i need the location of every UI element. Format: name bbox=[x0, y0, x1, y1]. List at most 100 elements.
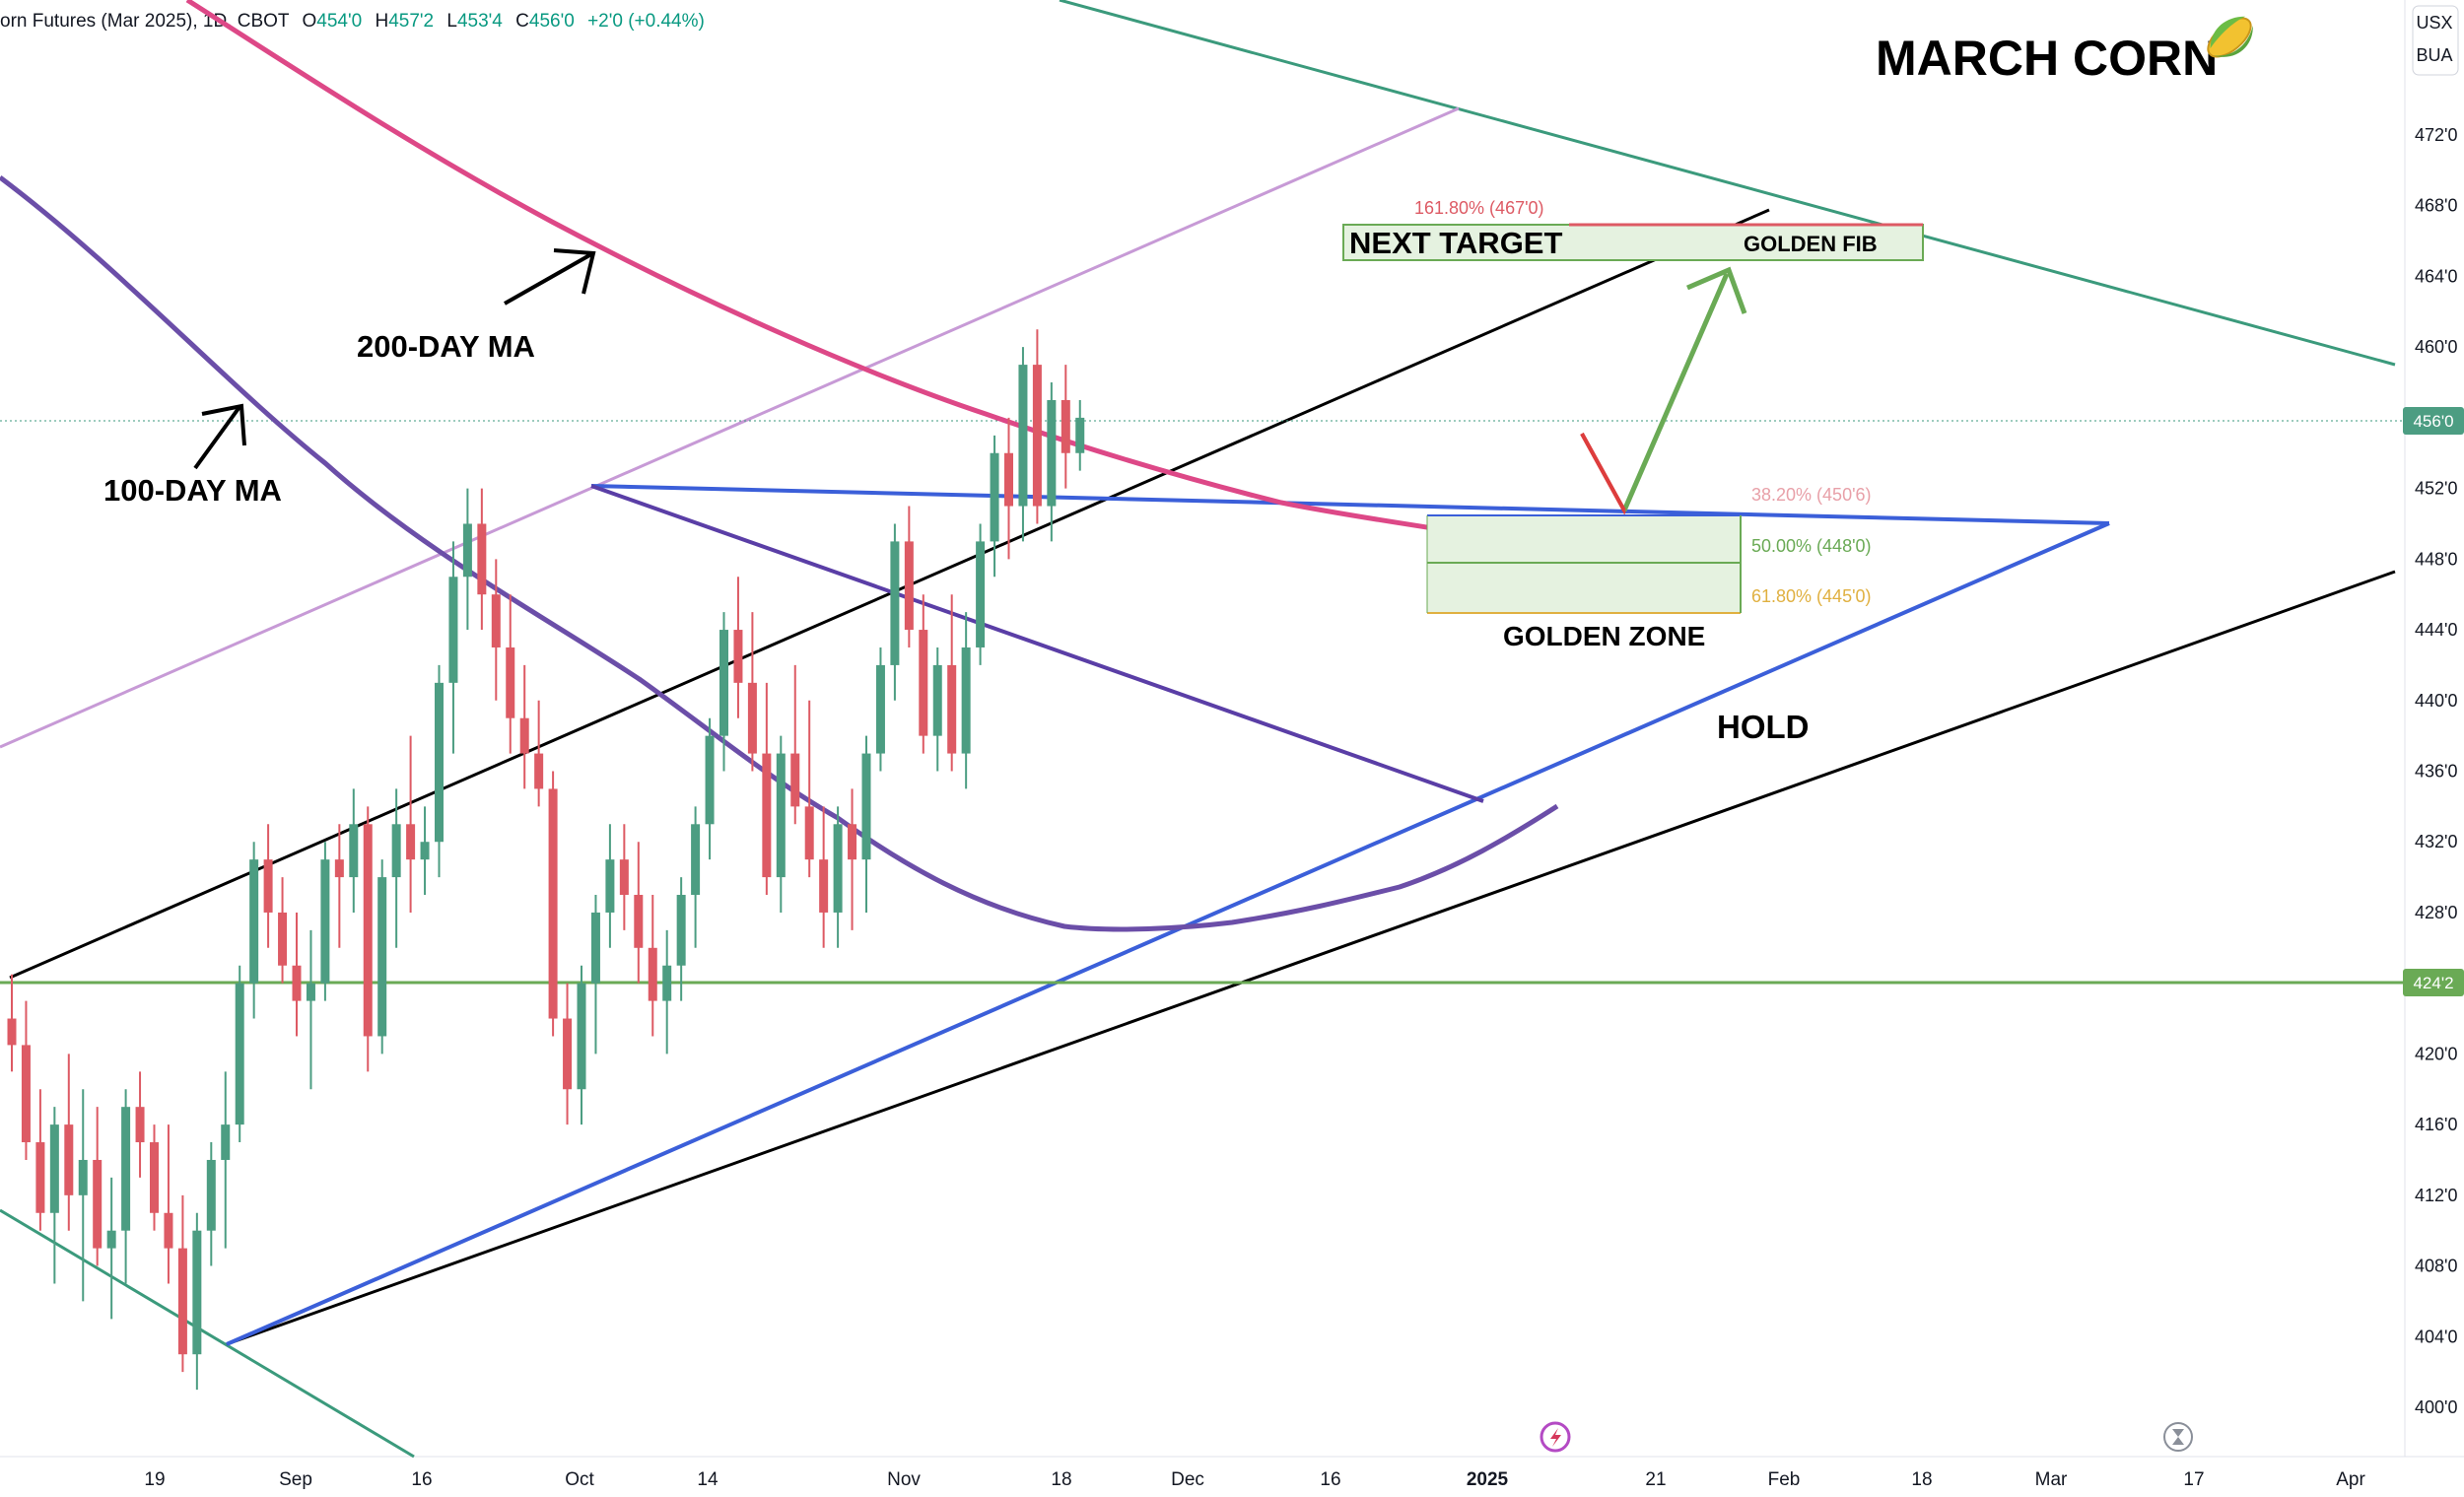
candle bbox=[819, 806, 829, 948]
candle bbox=[976, 523, 986, 665]
price-tick-label: 452'0 bbox=[2415, 479, 2457, 499]
candle bbox=[534, 700, 544, 807]
close-label: C bbox=[515, 11, 529, 32]
candle bbox=[292, 912, 302, 1037]
time-tick-label: Oct bbox=[565, 1469, 594, 1490]
low-label: L bbox=[446, 11, 457, 32]
candle bbox=[206, 1142, 216, 1266]
candle bbox=[648, 895, 657, 1037]
hourglass-icon[interactable] bbox=[2163, 1422, 2193, 1452]
candle bbox=[762, 682, 772, 896]
candle bbox=[334, 824, 344, 948]
candle bbox=[776, 735, 786, 913]
candle bbox=[990, 435, 999, 578]
ma200-arrow bbox=[504, 252, 592, 306]
price-tick-label: 428'0 bbox=[2415, 903, 2457, 922]
time-tick-label: Nov bbox=[887, 1469, 921, 1490]
candle bbox=[1047, 382, 1057, 542]
candle bbox=[875, 646, 885, 772]
candle bbox=[462, 488, 472, 631]
candle bbox=[35, 1089, 45, 1231]
change-value: +2'0 (+0.44%) bbox=[587, 11, 705, 32]
blue-flat-line bbox=[590, 484, 2110, 525]
candle bbox=[491, 559, 501, 701]
price-tick-label: 404'0 bbox=[2415, 1327, 2457, 1346]
candle bbox=[833, 806, 843, 948]
price-axis[interactable]: 472'0 468'0 464'0 460'0 456'0 452'0 448'0 444'0… bbox=[2404, 0, 2459, 1457]
time-tick-label: 18 bbox=[1051, 1469, 1071, 1490]
channel-upper-line bbox=[9, 208, 1770, 980]
time-tick-label: Dec bbox=[1171, 1469, 1204, 1490]
time-tick-label: 16 bbox=[411, 1469, 432, 1490]
candle bbox=[192, 1212, 202, 1391]
purple-downtrend-line bbox=[590, 484, 1484, 803]
symbol-legend: orn Futures (Mar 2025), 1D, CBOT O454'0 … bbox=[0, 11, 705, 32]
hold-label: HOLD bbox=[1717, 709, 1810, 745]
lilac-channel-line bbox=[0, 106, 1460, 749]
time-tick-label: 18 bbox=[1911, 1469, 1932, 1490]
time-tick-label: Sep bbox=[279, 1469, 312, 1490]
candlestick-series bbox=[7, 329, 1085, 1391]
candle bbox=[590, 895, 600, 1055]
candle bbox=[377, 859, 387, 1055]
candle bbox=[904, 506, 914, 647]
candle bbox=[506, 594, 515, 754]
price-tick-label: 448'0 bbox=[2415, 549, 2457, 569]
candle bbox=[349, 788, 359, 913]
fib-618-label: 61.80% (445'0) bbox=[1751, 586, 1872, 606]
candle bbox=[121, 1089, 131, 1284]
price-tick-label: 420'0 bbox=[2415, 1044, 2457, 1063]
currency-label: USX bbox=[2416, 13, 2452, 33]
close-value: 456'0 bbox=[529, 11, 575, 32]
low-value: 453'4 bbox=[457, 11, 503, 32]
candle bbox=[391, 788, 401, 948]
time-tick-label: 2025 bbox=[1467, 1469, 1509, 1490]
candle bbox=[1004, 417, 1013, 560]
candle bbox=[733, 577, 743, 718]
teal-support-line bbox=[0, 1208, 415, 1459]
candle bbox=[676, 877, 686, 1001]
candle bbox=[7, 974, 17, 1072]
price-tick-label: 468'0 bbox=[2415, 196, 2457, 216]
channel-lower-line bbox=[226, 570, 2396, 1346]
time-tick-label: Apr bbox=[2336, 1469, 2365, 1490]
next-target-box bbox=[1342, 224, 1924, 261]
candle bbox=[320, 842, 330, 1001]
time-tick-label: Feb bbox=[1768, 1469, 1801, 1490]
time-axis[interactable]: 19 Sep 16 Oct 14 Nov 18 Dec 16 2025 21 Feb 18 Mar 17 Ap… bbox=[0, 1456, 2464, 1490]
scale-settings-box[interactable] bbox=[2412, 5, 2459, 76]
candle bbox=[235, 965, 244, 1143]
blue-rising-line bbox=[226, 521, 2110, 1346]
candle bbox=[93, 1107, 103, 1266]
unit-label: BUA bbox=[2416, 45, 2452, 65]
candle bbox=[890, 523, 900, 701]
time-tick-label: 16 bbox=[1320, 1469, 1340, 1490]
candle bbox=[848, 788, 857, 930]
candle bbox=[477, 488, 487, 631]
candle bbox=[263, 824, 273, 948]
candle bbox=[662, 929, 672, 1055]
price-tick-label: 432'0 bbox=[2415, 832, 2457, 851]
time-tick-label: Mar bbox=[2035, 1469, 2068, 1490]
candle bbox=[634, 842, 644, 984]
candle bbox=[719, 612, 728, 772]
candle bbox=[406, 735, 416, 913]
price-tick-label: 400'0 bbox=[2415, 1397, 2457, 1417]
candle bbox=[435, 664, 444, 878]
fib-500-label: 50.00% (448'0) bbox=[1751, 536, 1872, 556]
candle bbox=[548, 771, 558, 1037]
price-tick-label: 444'0 bbox=[2415, 620, 2457, 640]
candle bbox=[790, 664, 800, 825]
candle bbox=[577, 965, 586, 1125]
candle bbox=[705, 717, 715, 860]
candle bbox=[1032, 329, 1042, 524]
candle bbox=[1061, 365, 1070, 489]
candle bbox=[249, 842, 259, 1019]
ma-200-line bbox=[185, 0, 1558, 555]
candle bbox=[306, 929, 315, 1090]
price-tick-label: 460'0 bbox=[2415, 337, 2457, 357]
lightning-icon[interactable] bbox=[1540, 1421, 1571, 1453]
candle bbox=[861, 735, 871, 913]
ma100-label: 100-DAY MA bbox=[103, 473, 282, 508]
